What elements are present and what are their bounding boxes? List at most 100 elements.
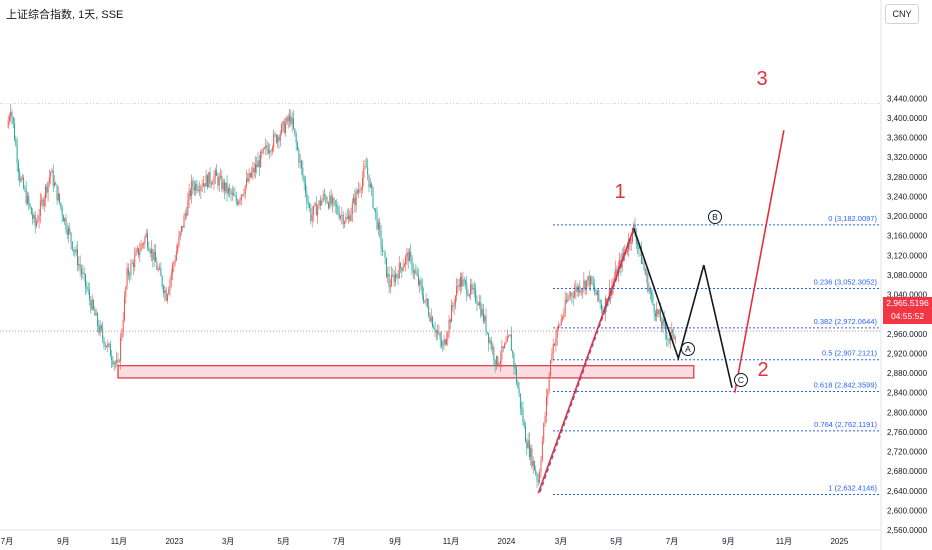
- candle-body: [233, 193, 235, 196]
- candle-body: [86, 286, 88, 290]
- candle-body: [129, 274, 131, 276]
- candle-body: [672, 329, 674, 338]
- candle-body: [230, 190, 232, 195]
- candle-body: [457, 285, 459, 287]
- candle-body: [456, 286, 458, 296]
- candle-body: [99, 325, 101, 333]
- candle-body: [48, 177, 50, 182]
- fib-label-0.5: 0.5 (2,907.2121): [822, 349, 878, 358]
- impulse-wave-line-2: [733, 130, 785, 393]
- candle-body: [275, 134, 277, 143]
- candle-body: [30, 207, 32, 215]
- candle-body: [148, 246, 150, 251]
- candle-body: [117, 359, 119, 362]
- y-tick-label: 2,840.0000: [887, 389, 928, 398]
- x-tick-label: 3月: [222, 537, 234, 546]
- candle-body: [71, 241, 73, 250]
- candle-body: [476, 301, 478, 304]
- candle-body: [325, 195, 327, 202]
- candle-body: [512, 350, 514, 354]
- symbol-name: 上证综合指数: [6, 9, 72, 21]
- candle-body: [50, 172, 52, 178]
- candle-body: [451, 305, 453, 323]
- candle-body: [93, 300, 95, 309]
- candle-body: [607, 299, 609, 306]
- x-tick-label: 2025: [830, 537, 848, 546]
- candle-body: [398, 263, 400, 279]
- candle-body: [582, 288, 584, 291]
- candle-body: [94, 308, 96, 316]
- candle-body: [526, 442, 528, 449]
- candle-body: [97, 313, 99, 327]
- candle-body: [482, 309, 484, 322]
- candle-body: [394, 274, 396, 283]
- candle-body: [423, 295, 425, 303]
- candle-body: [667, 338, 669, 340]
- candle-body: [39, 201, 41, 216]
- y-tick-label: 2,720.0000: [887, 448, 928, 457]
- candle-body: [172, 265, 174, 274]
- candle-body: [588, 276, 590, 286]
- candle-body: [28, 195, 30, 204]
- candle-body: [163, 286, 165, 294]
- candle-body: [521, 407, 523, 410]
- candle-body: [548, 375, 550, 391]
- candle-body: [126, 268, 128, 287]
- candle-body: [279, 133, 281, 141]
- x-tick-label: 11月: [443, 537, 459, 546]
- candle-body: [661, 321, 663, 327]
- candle-body: [121, 331, 123, 339]
- candle-body: [274, 134, 276, 136]
- candle-body: [531, 448, 533, 467]
- candle-body: [217, 175, 219, 186]
- candle-body: [363, 167, 365, 179]
- candle-body: [277, 136, 279, 143]
- candle-body: [387, 273, 389, 277]
- candle-body: [550, 360, 552, 376]
- candle-body: [249, 173, 251, 178]
- y-tick-label: 3,400.0000: [887, 114, 928, 123]
- y-tick-label: 3,360.0000: [887, 134, 928, 143]
- candle-body: [122, 319, 124, 332]
- candle-body: [114, 362, 116, 364]
- candle-body: [656, 309, 658, 317]
- candle-body: [675, 337, 677, 339]
- candle-body: [595, 291, 597, 296]
- candle-body: [90, 299, 92, 310]
- x-tick-label: 7月: [1, 537, 13, 546]
- candle-body: [439, 333, 441, 340]
- candle-body: [528, 440, 530, 458]
- candle-body: [283, 121, 285, 133]
- candle-body: [438, 333, 440, 335]
- candle-body: [262, 148, 264, 153]
- candle-body: [359, 189, 361, 191]
- candle-body: [91, 300, 93, 310]
- candle-body: [508, 336, 510, 338]
- candle-body: [560, 319, 562, 325]
- candle-body: [504, 343, 506, 349]
- candle-body: [406, 252, 408, 257]
- candle-body: [83, 272, 85, 275]
- candle-body: [518, 387, 520, 394]
- candle-body: [212, 183, 214, 185]
- candle-body: [626, 249, 628, 252]
- y-tick-label: 2,880.0000: [887, 369, 928, 378]
- candle-body: [466, 282, 468, 295]
- candle-body: [113, 362, 115, 365]
- candle-body: [123, 297, 125, 320]
- y-tick-label: 3,320.0000: [887, 153, 928, 162]
- candle-body: [24, 188, 26, 190]
- candle-body: [509, 334, 511, 337]
- candle-body: [586, 280, 588, 290]
- candle-body: [302, 167, 304, 177]
- candle-body: [540, 460, 542, 472]
- candle-body: [570, 293, 572, 296]
- candle-body: [419, 280, 421, 285]
- candle-body: [424, 300, 426, 303]
- currency-button[interactable]: CNY: [885, 4, 919, 24]
- candle-body: [539, 471, 541, 483]
- abc-marker-C: [734, 373, 748, 387]
- candle-body: [11, 111, 13, 118]
- candle-body: [333, 197, 335, 201]
